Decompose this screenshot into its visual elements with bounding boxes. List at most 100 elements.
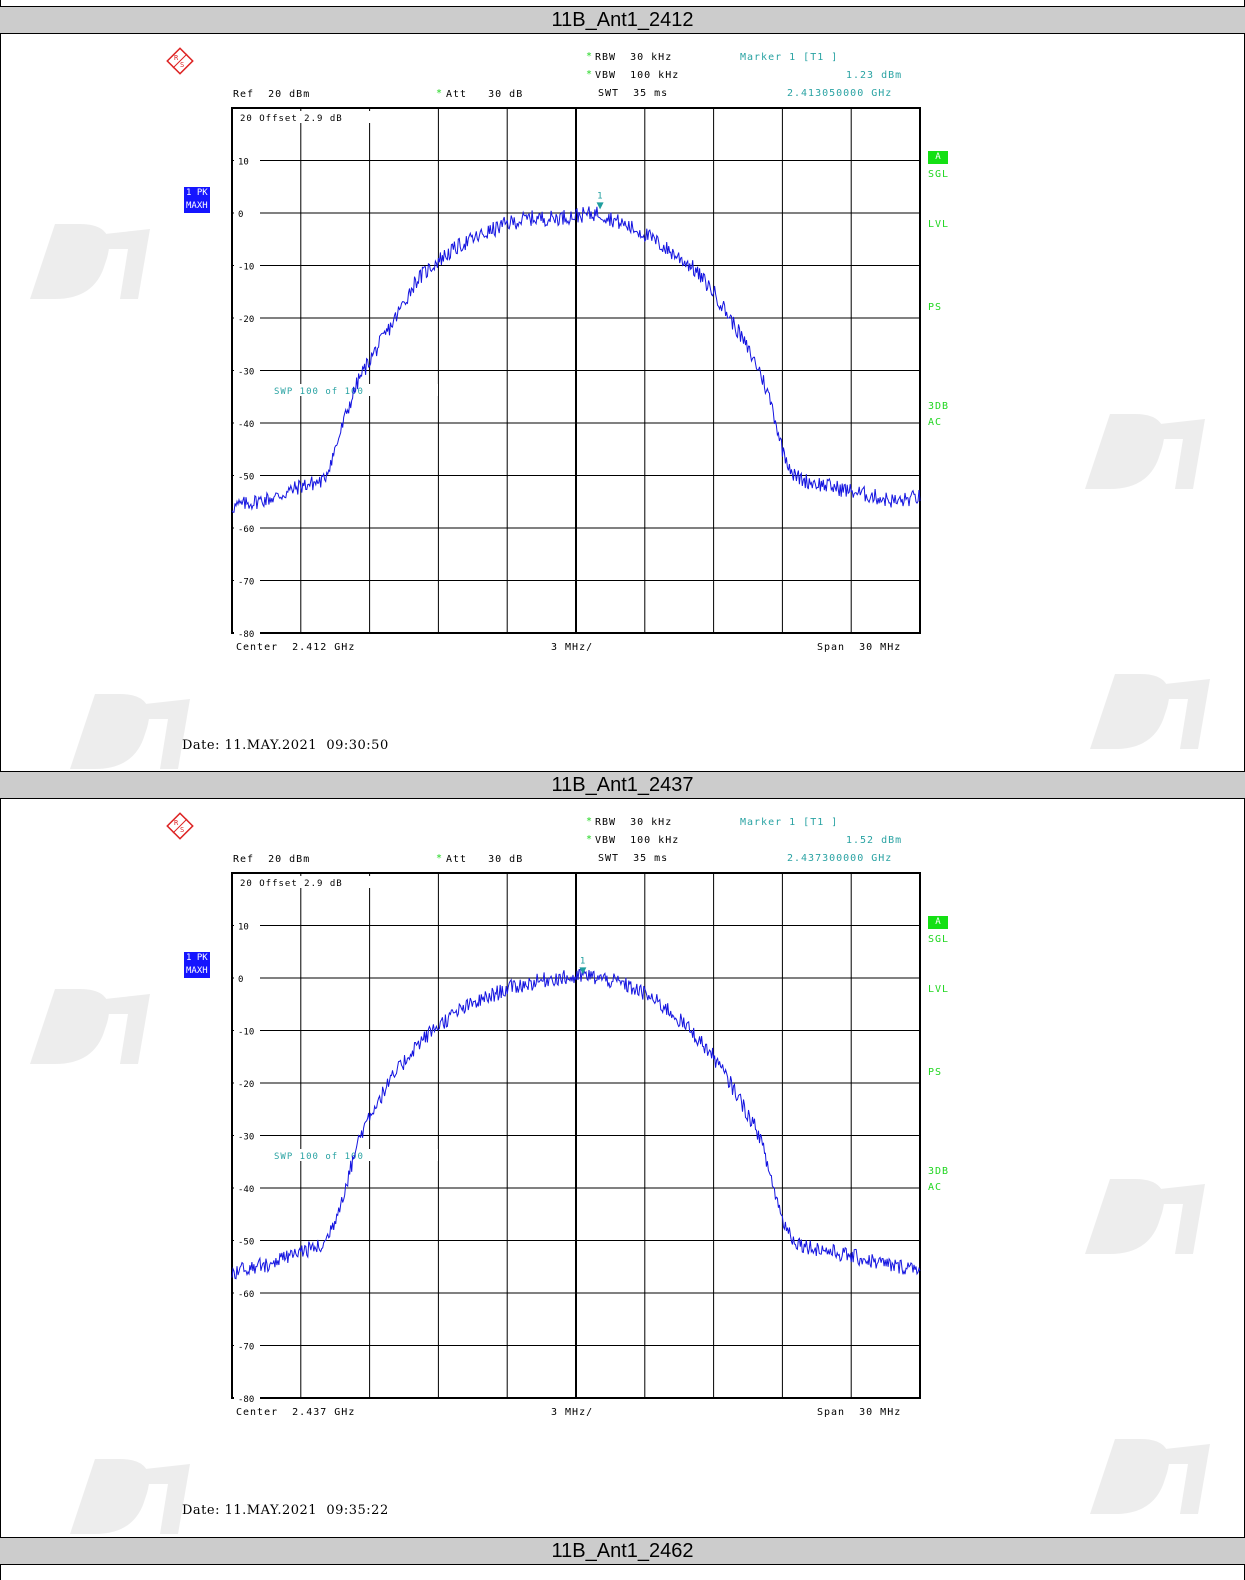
spectrum-plot: 10 0 -10 -20 -30 -40 -50 -60 -70 -80 20 Offset 2.9… [231, 872, 921, 1405]
tick-label-bg [234, 575, 260, 586]
y-tick-label: 0 [238, 210, 243, 220]
tick-label-bg [234, 1025, 260, 1036]
attenuation: Att 30 dB [446, 854, 524, 865]
y-tick-label: -30 [238, 368, 254, 378]
status-lvl-label: LVL [928, 984, 950, 995]
watermark-logo-icon [50, 674, 200, 784]
vbw-asterisk-icon: * [586, 69, 594, 80]
y-tick-label: -60 [238, 1290, 254, 1300]
vbw-setting: VBW 100 kHz [595, 70, 680, 81]
marker-number-label: 1 [597, 191, 602, 201]
status-sgl-label: SGL [928, 934, 950, 945]
status-a-label: A [928, 916, 948, 929]
swt-setting: SWT 35 ms [598, 88, 669, 99]
ref-level: Ref 20 dBm [233, 89, 311, 100]
rbw-setting: RBW 30 kHz [595, 817, 673, 828]
status-3db-label: 3DB [928, 1166, 950, 1177]
status-ac-label: AC [928, 417, 943, 428]
status-3db-label: 3DB [928, 401, 950, 412]
marker-frequency: 2.413050000 GHz [787, 88, 893, 99]
marker-title: Marker 1 [T1 ] [740, 52, 839, 63]
att-asterisk-icon: * [436, 88, 444, 99]
status-sgl-label: SGL [928, 169, 950, 180]
tick-label-bg [234, 208, 260, 218]
spectrum-panel: R S * RBW 30 kHz * VBW 100 kHz SWT 35 ms Marker… [0, 34, 1245, 769]
swt-setting: SWT 35 ms [598, 853, 669, 864]
watermark-logo-icon [10, 969, 160, 1079]
watermark-logo-icon [50, 1439, 200, 1549]
tick-label-bg [234, 1130, 260, 1141]
y-tick-label: -70 [238, 1343, 254, 1353]
timestamp: Date: 11.MAY.2021 09:30:50 [182, 738, 389, 753]
svg-text:R: R [174, 819, 179, 827]
tick-label-bg [234, 260, 260, 271]
spectrum-plot: 10 0 -10 -20 -30 -40 -50 -60 -70 -80 20 Offset 2.9… [231, 107, 921, 640]
marker-title: Marker 1 [T1 ] [740, 817, 839, 828]
rbw-setting: RBW 30 kHz [595, 52, 673, 63]
sweep-count-label: SWP 100 of 100 [274, 1152, 364, 1162]
timestamp: Date: 11.MAY.2021 09:35:22 [182, 1503, 389, 1518]
marker-triangle-icon [579, 967, 587, 975]
y-tick-label: 0 [238, 975, 243, 985]
marker-triangle-icon [596, 202, 604, 210]
sweep-count-label: SWP 100 of 100 [274, 387, 364, 397]
watermark-logo-icon [1065, 394, 1215, 504]
ref-offset-label: 20 Offset 2.9 dB [240, 879, 343, 889]
trace-mode-label: 1 PK [184, 952, 210, 965]
tick-label-bg [234, 313, 260, 323]
sweep-bg [270, 1149, 438, 1161]
svg-text:S: S [180, 61, 184, 69]
y-tick-label: -80 [238, 1395, 254, 1405]
tick-label-bg [234, 1393, 260, 1403]
status-a-label: A [928, 151, 948, 164]
tick-label-bg [234, 628, 260, 638]
tick-label-bg [234, 1078, 260, 1088]
marker-frequency: 2.437300000 GHz [787, 853, 893, 864]
span-setting: Span 30 MHz [817, 642, 902, 653]
ref-level: Ref 20 dBm [233, 854, 311, 865]
y-tick-label: -10 [238, 1028, 254, 1038]
marker-level: 1.52 dBm [846, 835, 903, 846]
attenuation: Att 30 dB [446, 89, 524, 100]
tick-label-bg [234, 1183, 260, 1193]
center-frequency: Center 2.412 GHz [236, 642, 356, 653]
rbw-asterisk-icon: * [586, 816, 594, 827]
tick-label-bg [234, 1288, 260, 1298]
trace-mode-label: 1 PK [184, 187, 210, 200]
offset-bg [235, 876, 405, 888]
tick-label-bg [234, 523, 260, 533]
status-ps-label: PS [928, 1067, 943, 1078]
trace-detector-label: MAXH [184, 200, 210, 213]
watermark-logo-icon [10, 204, 160, 314]
svg-text:R: R [174, 54, 179, 62]
panel-title: 11B_Ant1_2412 [0, 6, 1245, 34]
trace-line [231, 968, 921, 1280]
att-asterisk-icon: * [436, 853, 444, 864]
watermark-logo-icon [1065, 1159, 1215, 1269]
tick-label-bg [234, 1340, 260, 1351]
y-tick-label: -70 [238, 578, 254, 588]
rbw-asterisk-icon: * [586, 51, 594, 62]
offset-bg [235, 111, 405, 123]
status-ac-label: AC [928, 1182, 943, 1193]
y-tick-label: -40 [238, 1185, 254, 1195]
y-tick-label: -10 [238, 263, 254, 273]
panel-title: 11B_Ant1_2462 [0, 1537, 1245, 1565]
tick-label-bg [234, 365, 260, 376]
ref-offset-label: 20 Offset 2.9 dB [240, 114, 343, 124]
span-setting: Span 30 MHz [817, 1407, 902, 1418]
watermark-logo-icon [1070, 1419, 1220, 1529]
y-tick-label: -40 [238, 420, 254, 430]
y-tick-label: -20 [238, 1080, 254, 1090]
y-tick-label: -60 [238, 525, 254, 535]
trace-detector-label: MAXH [184, 965, 210, 978]
status-ps-label: PS [928, 302, 943, 313]
y-tick-label: -50 [238, 473, 254, 483]
frequency-per-division: 3 MHz/ [551, 642, 594, 653]
y-tick-label: -20 [238, 315, 254, 325]
marker-level: 1.23 dBm [846, 70, 903, 81]
tick-label-bg [234, 1235, 260, 1246]
y-tick-label: 10 [238, 158, 249, 168]
